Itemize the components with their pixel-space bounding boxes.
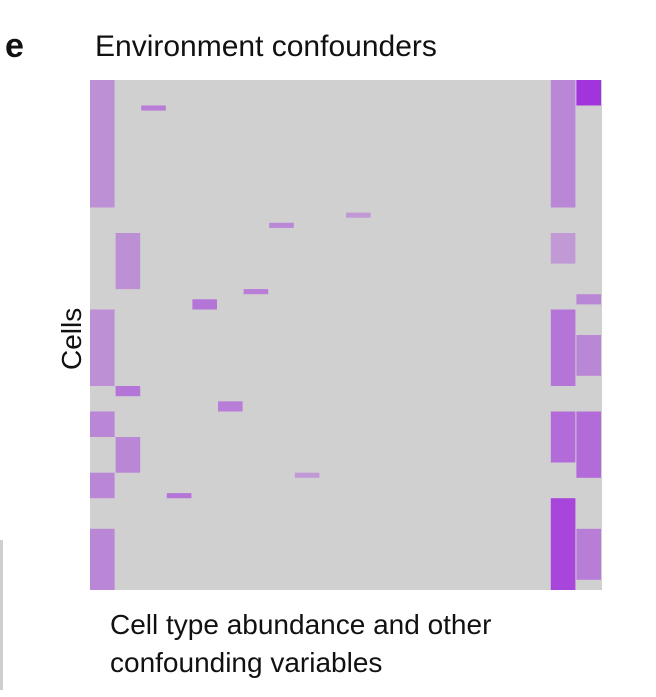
heatmap-cell bbox=[550, 80, 576, 208]
heatmap-cell bbox=[115, 386, 141, 397]
heatmap-cell bbox=[550, 411, 576, 463]
heatmap-cell bbox=[90, 411, 115, 437]
heatmap-background bbox=[90, 80, 602, 590]
panel-letter: e bbox=[5, 27, 24, 65]
heatmap-cell bbox=[269, 222, 294, 228]
heatmap-cell bbox=[576, 80, 601, 106]
heatmap-cell bbox=[115, 437, 141, 473]
heatmap-cell bbox=[192, 299, 217, 310]
heatmap bbox=[90, 80, 602, 590]
heatmap-cell bbox=[90, 309, 115, 386]
heatmap-cell bbox=[576, 411, 601, 478]
x-axis-label-line-1: Cell type abundance and other bbox=[110, 609, 492, 640]
x-axis-label: Cell type abundance and other confoundin… bbox=[110, 606, 630, 682]
chart-title: Environment confounders bbox=[95, 30, 437, 63]
heatmap-cell bbox=[576, 294, 601, 305]
heatmap-cell bbox=[576, 528, 601, 580]
heatmap-cell bbox=[346, 212, 371, 218]
heatmap-cell bbox=[576, 335, 601, 376]
heatmap-cell bbox=[90, 80, 115, 208]
heatmap-cell bbox=[90, 472, 115, 499]
heatmap-cell bbox=[550, 498, 576, 590]
heatmap-cell bbox=[243, 289, 269, 295]
heatmap-cell bbox=[166, 493, 192, 499]
heatmap-cell bbox=[141, 105, 166, 111]
heatmap-cell bbox=[115, 233, 141, 290]
x-axis-label-line-2: confounding variables bbox=[110, 647, 383, 678]
heatmap-cells bbox=[90, 80, 601, 590]
y-axis-label: Cells bbox=[56, 307, 87, 370]
heatmap-cell bbox=[550, 309, 576, 386]
heatmap-cell bbox=[550, 233, 576, 264]
heatmap-cell bbox=[90, 528, 115, 590]
heatmap-cell bbox=[294, 472, 320, 478]
heatmap-cell bbox=[218, 401, 243, 412]
left-edge-divider bbox=[0, 540, 3, 690]
